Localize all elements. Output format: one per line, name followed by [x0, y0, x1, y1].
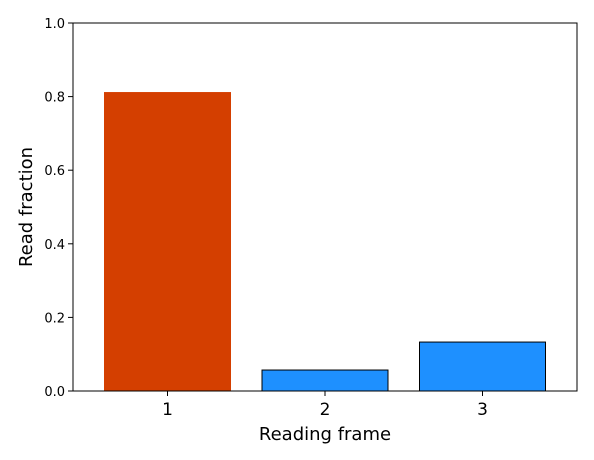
x-tick-label: 2 [320, 400, 331, 420]
y-axis-label: Read fraction [16, 147, 37, 267]
x-tick-label: 1 [162, 400, 173, 420]
bar-3 [419, 341, 546, 392]
y-tick-label: 0.2 [44, 311, 65, 326]
x-tick-label: 3 [477, 400, 488, 420]
bars-layer [104, 92, 546, 392]
y-tick-label: 1.0 [44, 17, 65, 32]
y-tick-label: 0.8 [44, 91, 65, 106]
x-axis-label: Reading frame [259, 424, 391, 445]
bar-2 [261, 369, 389, 392]
y-tick-label: 0.4 [44, 238, 65, 253]
y-tick-label: 0.6 [44, 164, 65, 179]
bar-1 [104, 92, 231, 392]
ticks-layer: 0.0 0.2 0.4 0.6 0.8 1.0 1 2 3 [44, 17, 488, 420]
y-tick-label: 0.0 [44, 385, 65, 400]
